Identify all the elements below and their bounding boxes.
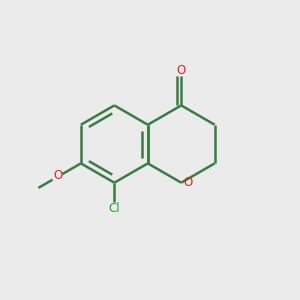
- Text: Cl: Cl: [109, 202, 120, 215]
- Text: O: O: [177, 64, 186, 77]
- Text: O: O: [53, 169, 62, 182]
- Text: O: O: [184, 176, 193, 189]
